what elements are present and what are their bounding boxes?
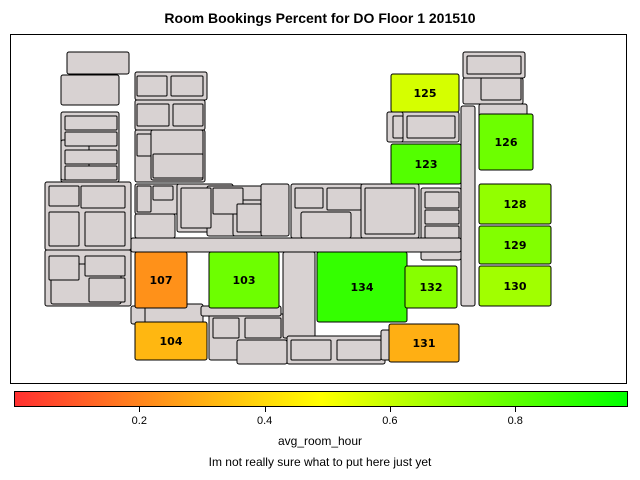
tick-mark — [139, 407, 141, 412]
room-outline — [336, 339, 382, 361]
room-outline — [88, 277, 126, 303]
room-outline — [48, 185, 80, 207]
room-outline — [212, 187, 244, 215]
room-outline — [48, 255, 80, 281]
room-107: 107 — [134, 251, 188, 309]
building-block — [282, 251, 316, 339]
room-126: 126 — [478, 113, 534, 171]
room-outline — [170, 75, 204, 97]
room-104: 104 — [134, 321, 208, 361]
floor-plan: 125 126 123 128 129 130 107 103 134 132 104 131 — [10, 34, 627, 384]
room-cell-131 — [388, 323, 460, 363]
room-outline — [480, 77, 522, 101]
building-block — [460, 105, 476, 307]
room-outline — [290, 339, 332, 361]
room-label-107: 107 — [150, 274, 173, 287]
room-outline — [64, 149, 118, 165]
room-outline — [326, 187, 362, 211]
room-outline — [244, 317, 282, 339]
room-cell-126 — [478, 113, 534, 171]
room-103: 103 — [208, 251, 280, 309]
rooms: 125 126 123 128 129 130 107 103 134 132 104 131 — [134, 73, 552, 363]
footnote: Im not really sure what to put here just… — [208, 455, 432, 469]
room-123: 123 — [390, 143, 462, 185]
room-label-132: 132 — [420, 281, 443, 294]
room-outline — [136, 185, 152, 213]
room-label-123: 123 — [415, 158, 438, 171]
building-block — [134, 213, 176, 239]
room-outline — [48, 211, 80, 247]
room-outline — [152, 185, 174, 201]
tick-mark — [264, 407, 266, 412]
room-outline — [424, 209, 460, 225]
room-outline — [80, 185, 126, 209]
room-label-104: 104 — [160, 335, 183, 348]
building-block — [60, 74, 120, 106]
room-outline — [64, 115, 118, 131]
room-outline — [172, 103, 204, 127]
tick-mark — [389, 407, 391, 412]
room-cell-107 — [134, 251, 188, 309]
tick-label: 0.6 — [382, 415, 398, 427]
room-outline — [152, 153, 204, 179]
room-outline — [136, 133, 152, 157]
floor-plan-map: 125 126 123 128 129 130 107 103 134 132 104 131 — [44, 51, 552, 365]
room-label-103: 103 — [233, 274, 256, 287]
colorbar-axis-label: avg_room_hour — [277, 434, 363, 448]
room-outline — [136, 75, 168, 97]
room-outline — [84, 255, 126, 277]
room-outline — [136, 103, 170, 127]
room-outline — [84, 211, 126, 247]
room-cell-129 — [478, 225, 552, 265]
room-outline — [466, 55, 522, 75]
room-label-126: 126 — [495, 136, 518, 149]
building-block — [300, 211, 352, 239]
building-outline — [44, 51, 528, 365]
room-outline — [64, 165, 118, 181]
room-cell-128 — [478, 183, 552, 225]
room-outline — [212, 317, 240, 339]
room-outline — [364, 187, 416, 235]
color-scale-ticks: 0.2 0.4 0.6 0.8 — [14, 407, 628, 427]
building-block — [236, 339, 288, 365]
room-outline — [236, 203, 262, 233]
room-cell-103 — [208, 251, 280, 309]
room-label-129: 129 — [504, 239, 527, 252]
tick-label: 0.2 — [131, 415, 147, 427]
chart-title: Room Bookings Percent for DO Floor 1 201… — [164, 10, 476, 26]
building-block — [260, 183, 290, 237]
room-134: 134 — [316, 251, 408, 323]
room-132: 132 — [404, 265, 458, 309]
room-cell-132 — [404, 265, 458, 309]
room-130: 130 — [478, 265, 552, 307]
room-outline — [294, 187, 324, 209]
room-131: 131 — [388, 323, 460, 363]
room-label-130: 130 — [504, 280, 527, 293]
building-block — [130, 237, 462, 253]
room-cell-123 — [390, 143, 462, 185]
color-gradient — [14, 391, 628, 407]
room-129: 129 — [478, 225, 552, 265]
room-outline — [180, 187, 212, 229]
tick-label: 0.4 — [256, 415, 273, 427]
color-scale-bar — [14, 391, 628, 407]
room-label-125: 125 — [414, 87, 437, 100]
tick-mark — [515, 407, 517, 412]
building-block — [130, 305, 146, 325]
room-label-134: 134 — [351, 281, 374, 294]
room-label-131: 131 — [413, 337, 436, 350]
room-128: 128 — [478, 183, 552, 225]
building-block — [66, 51, 130, 75]
room-cell-130 — [478, 265, 552, 307]
room-outline — [392, 115, 404, 139]
room-outline — [424, 191, 460, 209]
room-cell-104 — [134, 321, 208, 361]
room-outline — [64, 131, 118, 147]
room-125: 125 — [390, 73, 460, 113]
room-cell-125 — [390, 73, 460, 113]
room-label-128: 128 — [504, 198, 527, 211]
room-outline — [406, 115, 456, 139]
room-outline — [424, 225, 460, 239]
tick-label: 0.8 — [507, 415, 523, 427]
